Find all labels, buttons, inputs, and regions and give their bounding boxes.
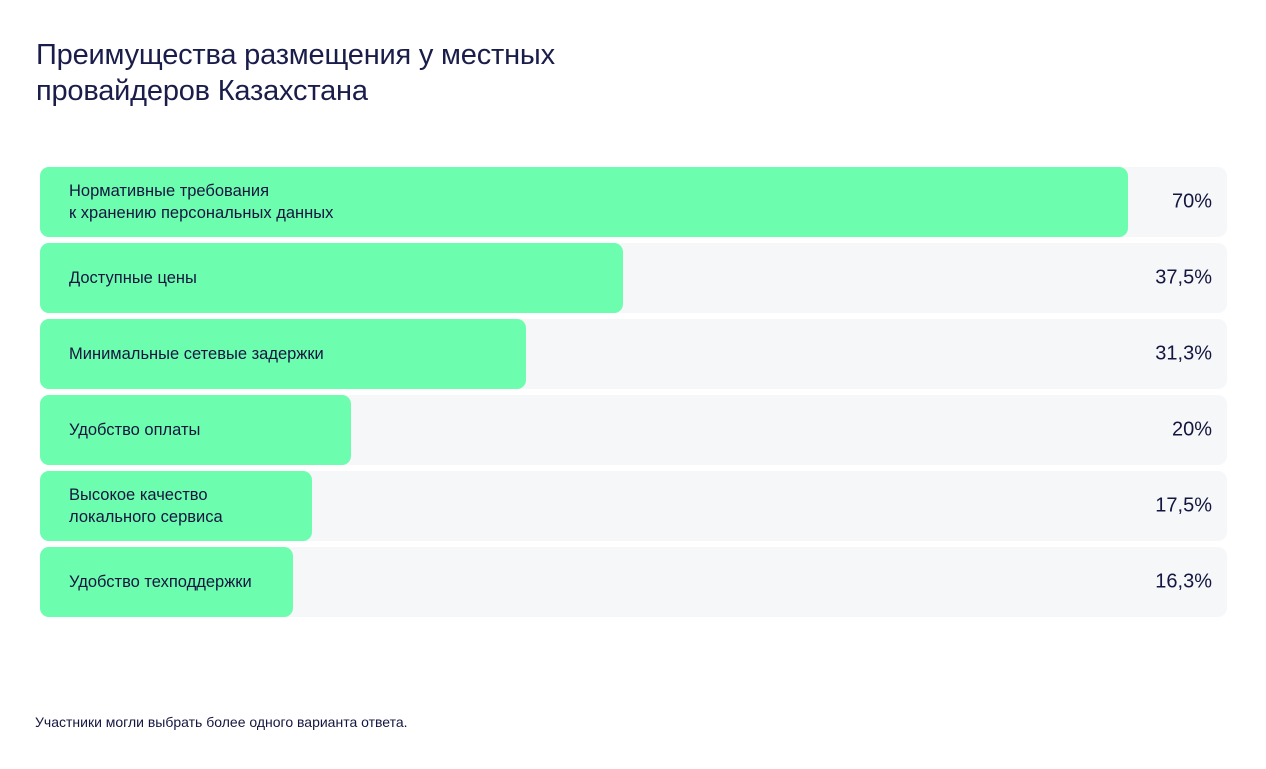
bar (40, 547, 294, 617)
bar-label: Нормативные требования к хранению персон… (69, 182, 334, 222)
bar-label: Доступные цены (69, 269, 197, 287)
bar (40, 471, 312, 541)
bar-value-label: 37,5% (1155, 266, 1212, 289)
bar (40, 243, 623, 313)
bar-label: Минимальные сетевые задержки (69, 345, 324, 363)
bar-value-label: 31,3% (1155, 342, 1212, 365)
bar-value-label: 16,3% (1155, 570, 1212, 593)
chart-title: Преимущества размещения у местных провай… (36, 37, 676, 109)
bar-label: Удобство оплаты (69, 421, 201, 439)
bar-row: Нормативные требования к хранению персон… (40, 167, 1227, 237)
bar-row: Удобство оплаты 20% (40, 395, 1227, 465)
bar-row: Высокое качество локального сервиса 17,5% (40, 471, 1227, 541)
chart-title-line-1: Преимущества размещения у местных (36, 39, 555, 71)
bar (40, 395, 351, 465)
bar-value-label: 20% (1171, 418, 1212, 441)
footnote: Участники могли выбрать более одного вар… (35, 714, 408, 730)
bar-row: Удобство техподдержки 16,3% (40, 547, 1227, 617)
bar-label: Удобство техподдержки (69, 573, 252, 591)
bar (40, 319, 527, 389)
bar-chart: Нормативные требования к хранению персон… (40, 167, 1227, 623)
bar-value-label: 17,5% (1155, 494, 1212, 517)
chart-title-line-2: провайдеров Казахстана (36, 75, 368, 107)
bar-row: Доступные цены 37,5% (40, 243, 1227, 313)
bar-value-label: 70% (1171, 190, 1212, 213)
bar-row: Минимальные сетевые задержки 31,3% (40, 319, 1227, 389)
bar (40, 167, 1128, 237)
bar-label: Высокое качество локального сервиса (69, 486, 223, 526)
